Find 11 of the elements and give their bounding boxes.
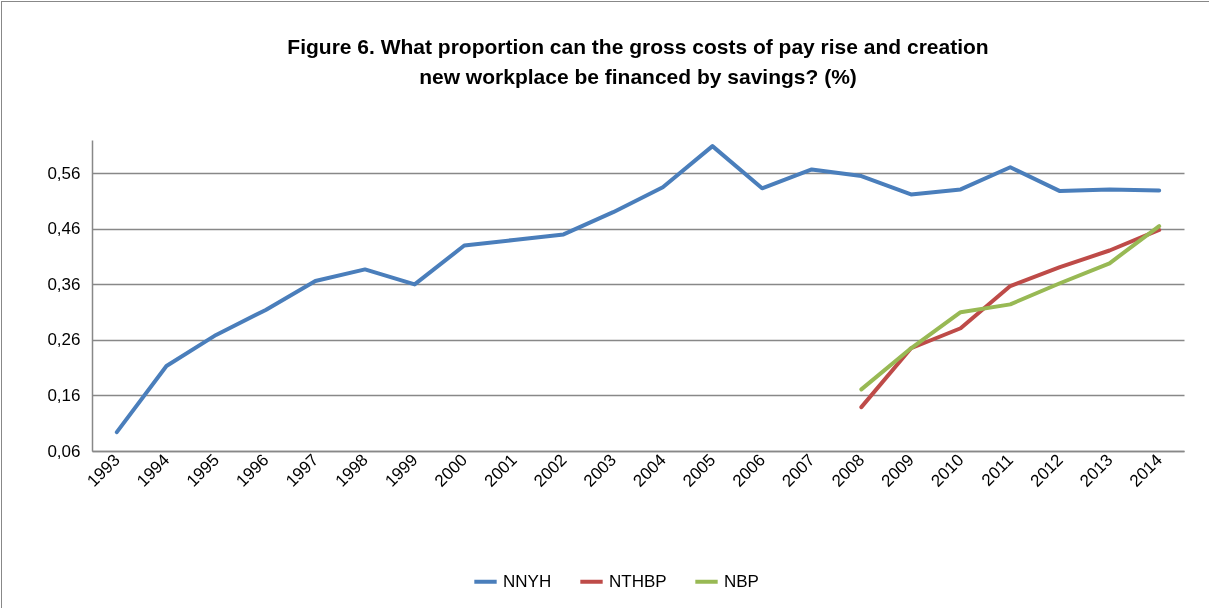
y-tick-label: 0,46 (47, 219, 81, 239)
y-tick-label: 0,06 (47, 441, 81, 461)
y-tick-label: 0,16 (47, 385, 81, 405)
legend-label: NTHBP (609, 571, 667, 591)
legend-label: NBP (724, 571, 759, 591)
chart-title: Figure 6. What proportion can the gross costs of pay rise and creation new workplace be financed by savings? (%) (287, 35, 989, 88)
y-tick-label: 0,26 (47, 330, 81, 350)
line-series (114, 144, 1162, 435)
y-tick-label: 0,36 (47, 274, 81, 294)
y-tick-label: 0,56 (47, 163, 81, 183)
legend-label: NNYH (503, 571, 552, 591)
